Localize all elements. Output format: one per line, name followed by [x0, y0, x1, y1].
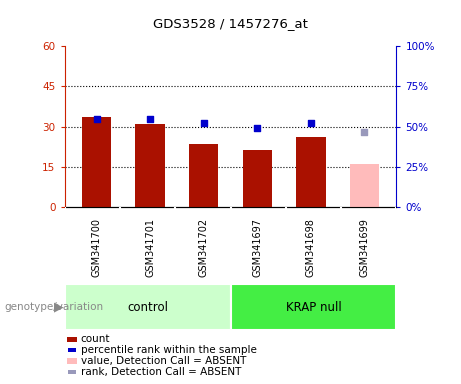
Point [361, 129, 368, 135]
Text: GSM341701: GSM341701 [145, 218, 155, 277]
Text: ▶: ▶ [54, 301, 63, 314]
Bar [189, 144, 219, 207]
Bar [136, 124, 165, 207]
Text: percentile rank within the sample: percentile rank within the sample [81, 345, 257, 355]
Bar [230, 284, 396, 330]
Point [200, 121, 207, 127]
Bar [349, 164, 379, 207]
Text: rank, Detection Call = ABSENT: rank, Detection Call = ABSENT [81, 367, 241, 377]
Point [307, 120, 314, 126]
Bar [296, 137, 325, 207]
Text: GDS3528 / 1457276_at: GDS3528 / 1457276_at [153, 17, 308, 30]
Text: genotype/variation: genotype/variation [5, 302, 104, 312]
Text: GSM341699: GSM341699 [359, 218, 369, 277]
Text: GSM341702: GSM341702 [199, 218, 209, 277]
Bar [242, 149, 272, 207]
Text: value, Detection Call = ABSENT: value, Detection Call = ABSENT [81, 356, 246, 366]
Point [93, 116, 100, 122]
Bar [65, 284, 230, 330]
Point [254, 124, 261, 131]
Text: GSM341697: GSM341697 [252, 218, 262, 277]
Text: control: control [127, 301, 168, 314]
Point [147, 116, 154, 122]
Text: count: count [81, 334, 110, 344]
Bar [82, 118, 112, 207]
Text: GSM341700: GSM341700 [92, 218, 102, 277]
Text: GSM341698: GSM341698 [306, 218, 316, 277]
Text: KRAP null: KRAP null [286, 301, 341, 314]
